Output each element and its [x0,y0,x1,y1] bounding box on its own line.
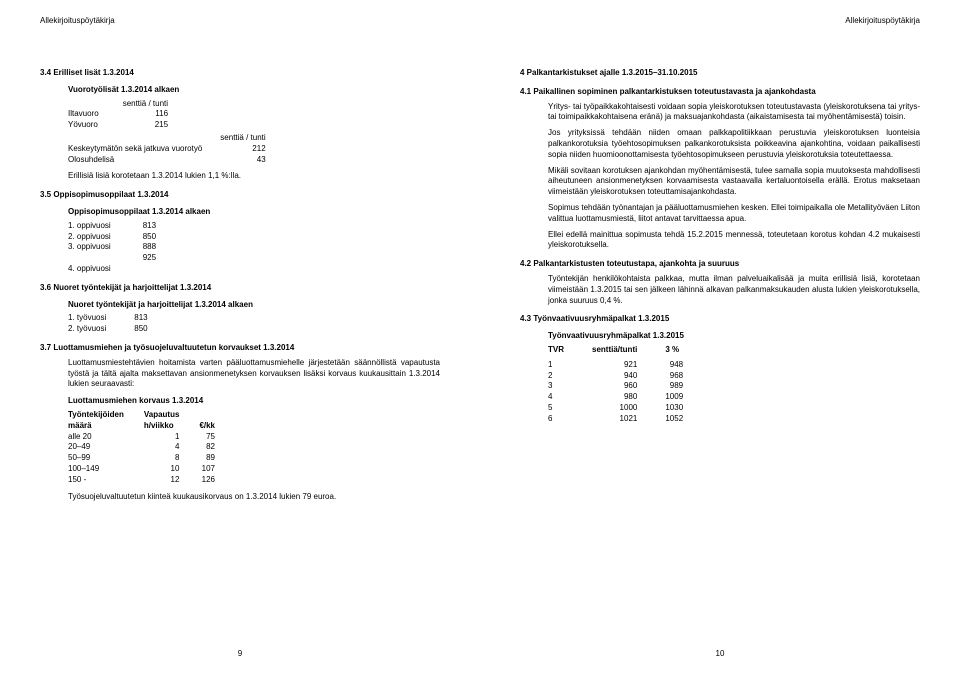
table-row: 3. oppivuosi888 [68,242,164,253]
unit-label: senttiä / tunti [210,133,273,144]
sec-3-6: Nuoret työntekijät ja harjoittelijat 1.3… [68,300,440,335]
table-row: 4. oppivuosi [68,264,164,275]
header-right: Allekirjoituspöytäkirja [845,16,920,27]
sec-4-1: Yritys- tai työpaikkakohtaisesti voidaan… [548,102,920,252]
heading-3-5: 3.5 Oppisopimusoppilaat 1.3.2014 [40,190,440,201]
title-nuoret: Nuoret työntekijät ja harjoittelijat 1.3… [68,300,440,311]
heading-3-6: 3.6 Nuoret työntekijät ja harjoittelijat… [40,283,440,294]
page-left: Allekirjoituspöytäkirja 3.4 Erilliset li… [0,0,480,674]
p-41-1: Yritys- tai työpaikkakohtaisesti voidaan… [548,102,920,124]
table-row: 1. työvuosi813 [68,313,156,324]
col-header: senttiä/tunti [592,345,665,356]
table-row: Iltavuoro116 [68,109,176,120]
table-row: 1921948 [548,360,711,371]
p-41-4: Sopimus tehdään työnantajan ja pääluotta… [548,203,920,225]
title-oppi: Oppisopimusoppilaat 1.3.2014 alkaen [68,207,440,218]
col-header: h/viikko [144,421,200,432]
p-41-5: Ellei edellä mainittua sopimusta tehdä 1… [548,230,920,252]
table-vuoro-1: senttiä / tunti Iltavuoro116 Yövuoro215 [68,99,176,131]
table-row: 1. oppivuosi813 [68,221,164,232]
title-vuorotyolisat: Vuorotyölisät 1.3.2014 alkaen [68,85,440,96]
table-row: Olosuhdelisä43 [68,155,274,166]
col-header: 3 % [665,345,711,356]
p-luottamus-2: Työsuojeluvaltuutetun kiinteä kuukausiko… [68,492,440,503]
sec-3-5: Oppisopimusoppilaat 1.3.2014 alkaen 1. o… [68,207,440,275]
table-row: 610211052 [548,414,711,425]
table-row: 100–14910107 [68,464,235,475]
table-row: 2940968 [548,371,711,382]
heading-4-3: 4.3 Työnvaativuusryhmäpalkat 1.3.2015 [520,314,920,325]
note-erilliset: Erillisiä lisiä korotetaan 1.3.2014 luki… [68,171,440,182]
table-row: Yövuoro215 [68,120,176,131]
table-row: 20–49482 [68,442,235,453]
col-header: Vapautus [144,410,200,421]
title-tvr: Työnvaativuusryhmäpalkat 1.3.2015 [548,331,920,342]
table-row: Keskeytymätön sekä jatkuva vuorotyö212 [68,144,274,155]
header-left: Allekirjoituspöytäkirja [40,16,115,27]
p-41-3: Mikäli sovitaan korotuksen ajankohdan my… [548,166,920,198]
table-luottamus: Työntekijöiden Vapautus määrä h/viikko €… [68,410,235,486]
page-right: Allekirjoituspöytäkirja 4 Palkantarkistu… [480,0,960,674]
table-row: 2. oppivuosi850 [68,232,164,243]
content-left: 3.4 Erilliset lisät 1.3.2014 Vuorotyölis… [40,68,440,502]
heading-3-4: 3.4 Erilliset lisät 1.3.2014 [40,68,440,79]
table-row: 510001030 [548,403,711,414]
col-header: määrä [68,421,144,432]
table-nuoret: 1. työvuosi813 2. työvuosi850 [68,313,156,335]
table-row: 150 -12126 [68,475,235,486]
sec-4-3: Työnvaativuusryhmäpalkat 1.3.2015 TVR se… [548,331,920,424]
table-row: 50–99889 [68,453,235,464]
content-right: 4 Palkantarkistukset ajalle 1.3.2015–31.… [520,68,920,425]
col-header: Työntekijöiden [68,410,144,421]
table-row: 2. työvuosi850 [68,324,156,335]
p-luottamus-1: Luottamusmiestehtävien hoitamista varten… [68,358,440,390]
title-luottamus-tbl: Luottamusmiehen korvaus 1.3.2014 [68,396,440,407]
page-number: 9 [238,649,242,660]
table-row: 3960989 [548,381,711,392]
p-42-1: Työntekijän henkilökohtaista palkkaa, mu… [548,274,920,306]
col-header: €/kk [199,421,235,432]
sec-4-2: Työntekijän henkilökohtaista palkkaa, mu… [548,274,920,306]
table-row: 49801009 [548,392,711,403]
unit-label: senttiä / tunti [107,99,176,110]
heading-4-2: 4.2 Palkantarkistusten toteutustapa, aja… [520,259,920,270]
sec-3-4: Vuorotyölisät 1.3.2014 alkaen senttiä / … [68,85,440,182]
table-row: alle 20175 [68,432,235,443]
p-41-2: Jos yrityksissä tehdään niiden omaan pal… [548,128,920,160]
heading-4: 4 Palkantarkistukset ajalle 1.3.2015–31.… [520,68,920,79]
col-header: TVR [548,345,592,356]
heading-4-1: 4.1 Paikallinen sopiminen palkantarkistu… [520,87,920,98]
heading-3-7: 3.7 Luottamusmiehen ja työsuojeluvaltuut… [40,343,440,354]
page-number: 10 [716,649,725,660]
table-oppi: 1. oppivuosi813 2. oppivuosi850 3. oppiv… [68,221,164,275]
table-row: 925 [68,253,164,264]
table-tvr: TVR senttiä/tunti 3 % 1921948 2940968 39… [548,345,711,425]
table-vuoro-2: senttiä / tunti Keskeytymätön sekä jatku… [68,133,274,165]
sec-3-7: Luottamusmiestehtävien hoitamista varten… [68,358,440,503]
